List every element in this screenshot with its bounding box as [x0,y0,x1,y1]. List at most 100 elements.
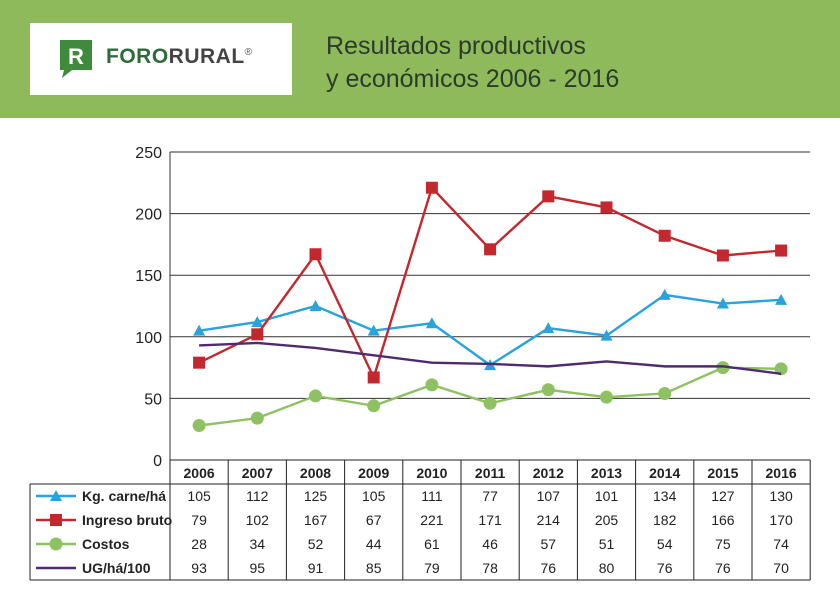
data-label: 77 [482,488,498,504]
series [192,181,788,433]
data-label: 80 [599,560,615,576]
series-line [198,293,782,367]
square-marker [600,201,613,214]
data-label: 130 [769,488,793,504]
y-tick-label: 0 [153,453,162,470]
triangle-marker [425,317,438,329]
circle-marker [774,362,788,376]
data-label: 46 [482,536,498,552]
legend-label: Kg. carne/há [82,488,166,504]
logo-text-light: RURAL [168,45,245,68]
legend-square-marker [50,514,62,526]
circle-marker [250,411,264,425]
logo: R FORORURAL® [30,23,292,95]
x-tick-label: 2013 [591,465,622,481]
circle-marker [600,390,613,404]
data-label: 78 [482,560,498,576]
series-square [193,181,788,384]
triangle-marker [658,288,671,300]
data-label: 51 [599,536,615,552]
data-label: 105 [362,488,386,504]
circle-marker [309,389,322,403]
square-marker [425,181,438,194]
x-tick-label: 2010 [416,465,447,481]
y-tick-label: 50 [144,391,162,408]
circle-marker [716,361,730,375]
legend-label: UG/há/100 [82,560,151,576]
data-label: 70 [773,560,789,576]
data-label: 170 [769,512,793,528]
data-label: 93 [191,560,207,576]
x-tick-label: 2007 [242,465,273,481]
triangle-marker [367,324,380,336]
legend-label: Costos [82,536,130,552]
circle-marker [658,386,672,400]
data-label: 214 [537,512,561,528]
data-label: 74 [773,536,789,552]
data-label: 61 [424,536,440,552]
data-label: 57 [541,536,557,552]
data-label: 112 [246,488,269,504]
y-axis: 0 50 100 150 200 250 [135,145,171,470]
data-label: 107 [537,488,561,504]
x-tick-label: 2014 [649,465,680,481]
data-label: 125 [304,488,328,504]
y-tick-label: 250 [135,145,162,162]
grid [170,151,810,461]
square-marker [658,229,671,242]
data-label: 105 [187,488,211,504]
series-triangle [193,288,788,371]
data-label: 91 [308,560,324,576]
data-label: 79 [424,560,440,576]
y-tick-label: 150 [135,268,162,285]
data-label: 221 [420,512,444,528]
header-banner: R FORORURAL® Resultados productivos y ec… [0,0,840,118]
square-marker [484,243,497,256]
data-label: 34 [250,536,266,552]
data-label: 205 [595,512,619,528]
circle-marker [541,383,555,397]
logo-letter: R [68,44,84,69]
series-line [198,185,782,381]
data-label: 44 [366,536,382,552]
registered-mark: ® [244,47,253,58]
square-marker [367,371,380,384]
square-marker [716,249,729,262]
x-tick-label: 2008 [300,465,331,481]
square-marker [251,328,264,341]
logo-text-bold: FORO [106,45,169,68]
x-tick-label: 2016 [766,465,797,481]
data-label: 85 [366,560,382,576]
data-table: 2006 2007 2008 2009 2010 2011 2012 2013 2014 2015… [29,459,811,581]
data-label: 111 [421,488,442,504]
title-line-2: y económicos 2006 - 2016 [326,65,620,93]
triangle-marker [193,324,206,336]
data-label: 134 [653,488,677,504]
data-label: 28 [191,536,207,552]
square-marker [193,356,206,369]
page-title: Resultados productivos y económicos 2006… [326,30,619,96]
circle-marker [192,419,206,433]
x-tick-label: 2006 [184,465,215,481]
data-label: 54 [657,536,673,552]
data-label: 102 [246,512,270,528]
triangle-marker [542,322,555,334]
title-line-1: Resultados productivos [326,32,586,60]
data-label: 127 [711,488,735,504]
y-tick-label: 200 [135,207,162,224]
square-marker [775,244,788,257]
logo-text: FORORURAL® [106,45,253,69]
legend-triangle-marker [50,490,62,501]
triangle-marker [309,300,322,311]
triangle-marker [251,316,264,328]
series-none [199,341,782,375]
data-label: 79 [191,512,207,528]
data-label: 76 [657,560,673,576]
circle-marker [367,399,381,413]
legend-circle-marker [49,537,63,551]
data-label: 76 [541,560,557,576]
square-marker [542,190,555,203]
series-circle [192,361,788,433]
square-marker [309,248,322,261]
